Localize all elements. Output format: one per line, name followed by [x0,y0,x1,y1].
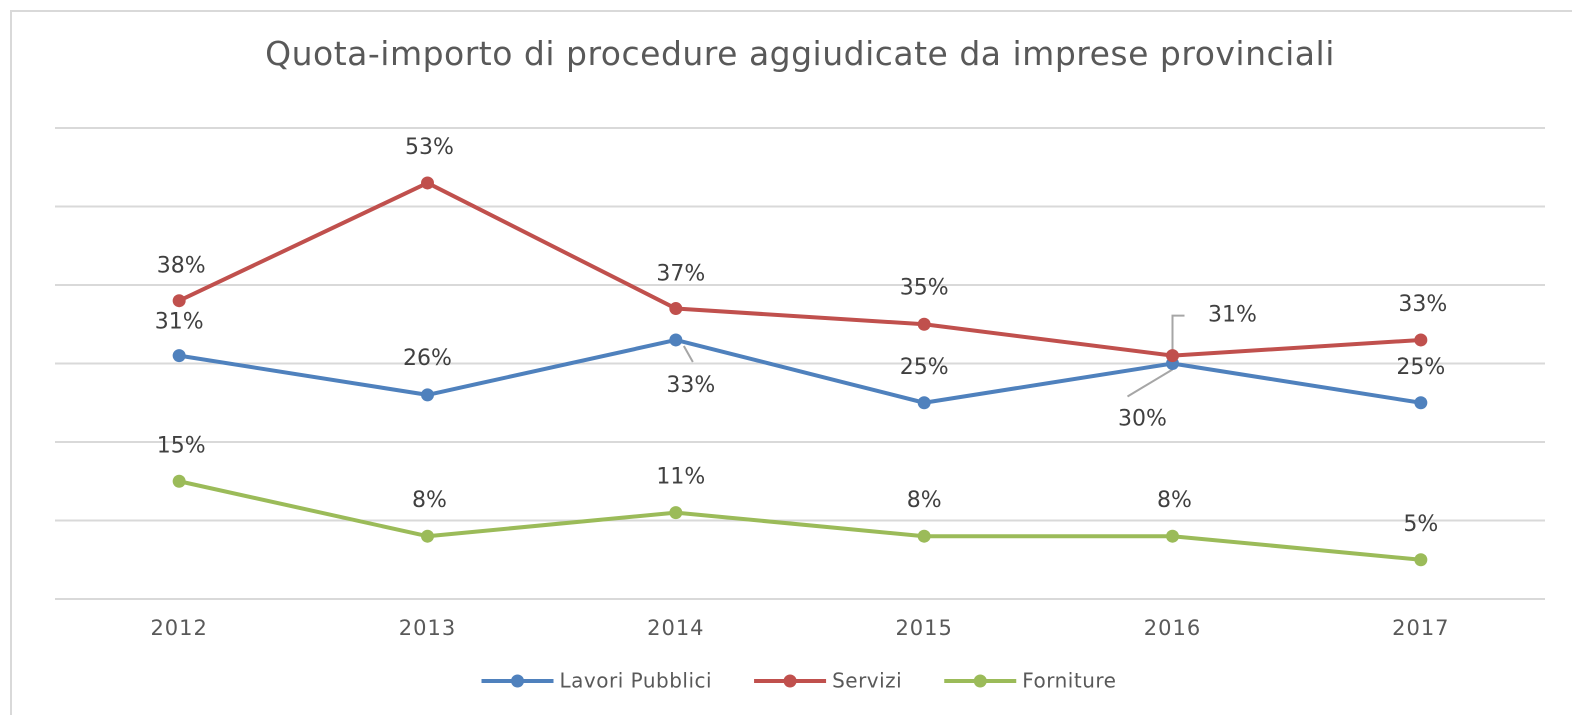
leader-line [1126,368,1174,398]
chart-title: Quota-importo di procedure aggiudicate d… [265,34,1335,73]
marker [917,529,931,543]
marker [1166,349,1179,363]
data-label: 15% [157,433,206,458]
x-tick-label: 2017 [1392,616,1449,640]
leader-line [1171,314,1185,351]
x-tick-label: 2015 [895,616,952,640]
legend-marker [783,674,797,688]
chart-frame [10,10,1572,715]
marker [421,176,434,190]
marker [172,294,186,308]
x-tick-label: 2014 [647,616,704,640]
x-tick-label: 2016 [1144,616,1201,640]
marker [1414,553,1428,567]
marker [917,396,931,410]
data-label: 8% [907,488,942,513]
data-label: 25% [900,355,949,380]
data-label: 5% [1403,512,1438,537]
data-label: 31% [155,310,204,335]
marker [1414,333,1428,347]
legend-marker [973,674,987,688]
data-label: 53% [405,135,454,160]
marker [1166,529,1179,543]
leader-line [682,345,694,363]
data-label: 8% [1157,488,1192,513]
legend-marker [511,674,525,688]
legend-label: Forniture [1022,669,1116,693]
legend-label: Servizi [832,669,902,693]
data-label: 30% [1118,407,1167,432]
data-label: 33% [1398,292,1447,317]
marker [669,302,683,316]
data-label: 8% [412,488,447,513]
marker [421,388,434,402]
marker [172,349,186,363]
series-line [178,180,1421,358]
marker [1414,396,1428,410]
data-label: 11% [656,465,705,490]
data-label: 26% [403,346,452,371]
data-label: 33% [666,373,715,398]
legend-label: Lavori Pubblici [560,669,713,693]
data-label: 38% [157,254,206,279]
marker [669,333,683,347]
data-label: 37% [656,262,705,287]
series-line [178,479,1422,562]
marker [669,506,683,520]
data-label: 35% [900,275,949,300]
data-label: 31% [1208,303,1257,328]
marker [172,474,186,488]
marker [421,529,434,543]
x-tick-label: 2012 [150,616,207,640]
series-line [178,337,1422,405]
x-tick-label: 2013 [399,616,456,640]
marker [917,317,931,331]
data-label: 25% [1396,355,1445,380]
